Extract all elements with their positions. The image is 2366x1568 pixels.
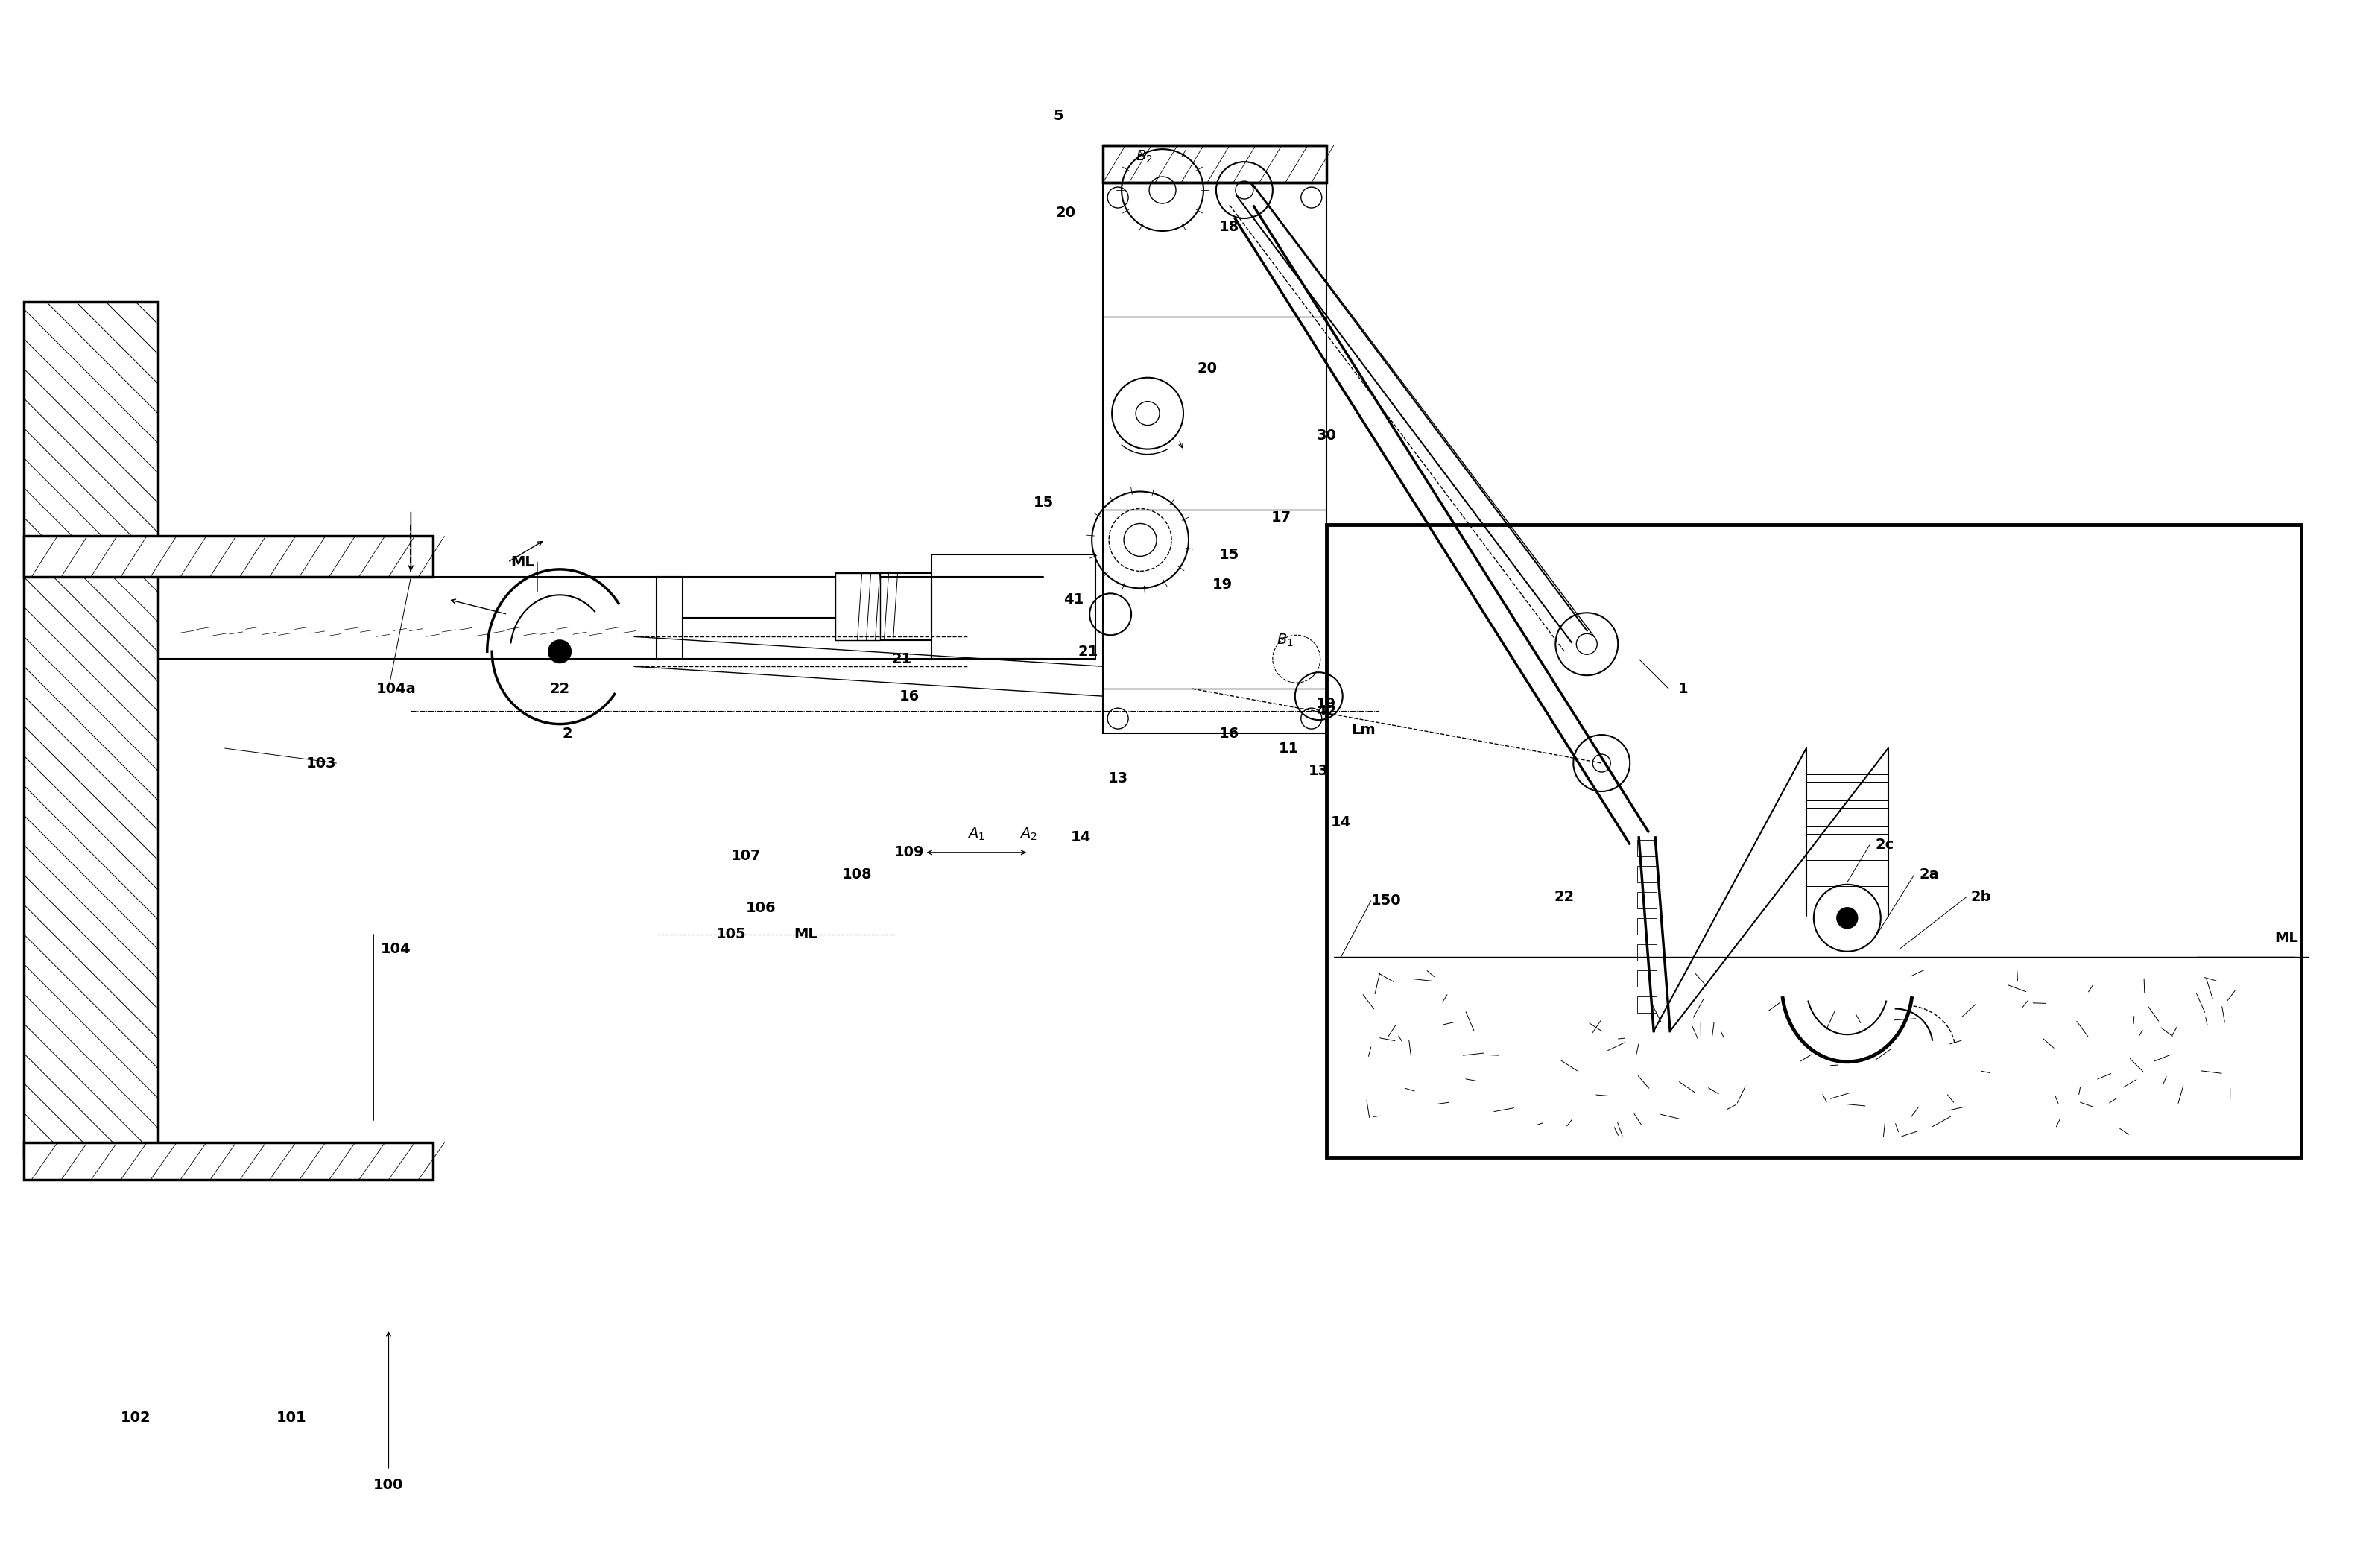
Bar — [835, 574, 932, 640]
Bar — [1637, 971, 1656, 986]
Bar — [655, 577, 681, 659]
Text: Lm: Lm — [1351, 723, 1375, 737]
Bar — [1805, 808, 1888, 826]
Text: 15: 15 — [1218, 547, 1240, 561]
Bar — [1637, 840, 1656, 856]
Bar — [1637, 944, 1656, 960]
Bar — [1805, 756, 1888, 775]
Bar — [1103, 146, 1327, 182]
Text: 11: 11 — [1280, 742, 1299, 756]
Bar — [24, 536, 433, 577]
Text: 19: 19 — [1211, 577, 1233, 591]
Text: 100: 100 — [374, 1479, 405, 1493]
Bar — [1103, 176, 1327, 734]
Bar — [1805, 782, 1888, 800]
Text: 17: 17 — [1271, 511, 1292, 525]
Bar — [1637, 996, 1656, 1013]
Bar — [932, 555, 1095, 659]
Text: 107: 107 — [731, 850, 762, 864]
Text: 103: 103 — [308, 756, 336, 770]
Bar — [1637, 917, 1656, 935]
Text: $A_2$: $A_2$ — [1020, 826, 1036, 842]
Bar — [835, 574, 880, 640]
Text: 104: 104 — [381, 942, 412, 956]
Text: 150: 150 — [1370, 894, 1401, 908]
Text: 20: 20 — [1197, 362, 1216, 376]
Text: 13: 13 — [1107, 771, 1129, 786]
Bar — [24, 1143, 433, 1181]
Bar — [1637, 866, 1656, 883]
Text: 15: 15 — [1034, 495, 1053, 510]
Text: 20: 20 — [1055, 205, 1077, 220]
Text: 102: 102 — [121, 1411, 151, 1425]
Text: ML: ML — [793, 927, 816, 941]
Text: 5: 5 — [1053, 108, 1062, 122]
Text: ML: ML — [511, 555, 535, 569]
Circle shape — [1836, 908, 1857, 928]
Text: ML: ML — [2274, 931, 2297, 946]
Bar — [24, 301, 159, 1157]
Text: 42: 42 — [1315, 704, 1337, 718]
Text: $A_1$: $A_1$ — [968, 826, 984, 842]
Text: 16: 16 — [1218, 726, 1240, 740]
Text: $B_2$: $B_2$ — [1136, 149, 1152, 165]
Text: 16: 16 — [899, 688, 920, 704]
Bar — [1637, 892, 1656, 908]
Text: 2b: 2b — [1971, 891, 1992, 905]
Bar — [1327, 525, 2302, 1157]
Text: 18: 18 — [1218, 220, 1240, 234]
Text: 21: 21 — [1079, 644, 1098, 659]
Text: 2a: 2a — [1919, 867, 1940, 881]
Text: 104a: 104a — [376, 682, 416, 696]
Text: 108: 108 — [842, 867, 873, 881]
Text: 22: 22 — [549, 682, 570, 696]
Text: $B_1$: $B_1$ — [1278, 632, 1294, 648]
Text: 109: 109 — [894, 845, 925, 859]
Text: 106: 106 — [745, 902, 776, 916]
Text: 22: 22 — [1554, 891, 1573, 905]
Circle shape — [549, 640, 570, 663]
Bar — [1805, 859, 1888, 878]
Text: 30: 30 — [1315, 428, 1337, 442]
Text: 14: 14 — [1069, 831, 1091, 845]
Text: 2: 2 — [563, 726, 573, 740]
Bar — [1805, 886, 1888, 905]
Text: 19: 19 — [1315, 696, 1337, 710]
Text: 2c: 2c — [1874, 837, 1893, 851]
Text: 1: 1 — [1677, 682, 1689, 696]
Bar — [1805, 834, 1888, 853]
Text: 105: 105 — [717, 927, 745, 941]
Text: 14: 14 — [1332, 815, 1351, 829]
Text: 41: 41 — [1062, 593, 1084, 607]
Text: 101: 101 — [277, 1411, 308, 1425]
Text: 13: 13 — [1308, 764, 1330, 778]
Text: 21: 21 — [892, 652, 913, 666]
